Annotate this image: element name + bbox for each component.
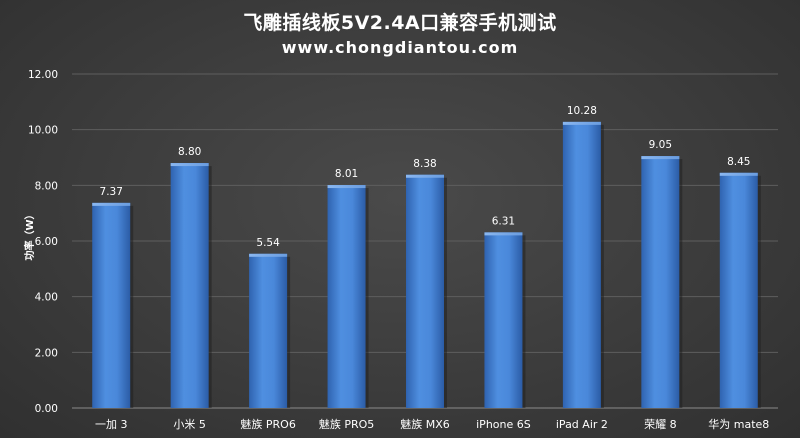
bar-top-highlight	[92, 202, 131, 206]
bar	[249, 253, 288, 408]
bar	[406, 174, 444, 408]
y-tick-label: 0.00	[35, 403, 58, 415]
x-tick-label: iPhone 6S	[476, 418, 531, 431]
bar-top-highlight	[641, 156, 680, 160]
bar	[719, 172, 758, 408]
y-tick-label: 2.00	[35, 347, 58, 359]
bar	[170, 163, 209, 408]
y-tick-label: 4.00	[35, 292, 58, 304]
bar	[562, 121, 601, 408]
data-label: 10.28	[567, 105, 597, 117]
data-label: 8.45	[727, 156, 750, 168]
y-tick-label: 12.00	[28, 69, 58, 81]
bar-top-highlight	[170, 163, 209, 167]
bar	[92, 202, 131, 408]
x-tick-label: 小米 5	[173, 418, 206, 431]
bar-top-highlight	[484, 232, 523, 236]
bar-top-highlight	[719, 172, 758, 176]
data-label: 8.01	[335, 168, 358, 180]
bar-top-highlight	[327, 185, 366, 189]
y-tick-label: 8.00	[35, 180, 58, 192]
chart-title: 飞雕插线板5V2.4A口兼容手机测试	[243, 12, 557, 34]
data-label: 5.54	[256, 237, 280, 249]
x-tick-label: 魅族 PRO6	[240, 417, 295, 431]
data-label: 6.31	[492, 215, 515, 227]
x-tick-label: 一加 3	[95, 418, 128, 431]
data-label: 9.05	[649, 139, 672, 151]
x-tick-label: 华为 mate8	[708, 417, 769, 431]
bar-top-highlight	[249, 253, 288, 257]
data-label: 8.80	[178, 146, 201, 158]
y-tick-label: 10.00	[28, 125, 58, 137]
x-tick-label: 魅族 MX6	[400, 417, 450, 431]
x-tick-label: 荣耀 8	[644, 418, 677, 431]
data-label: 8.38	[413, 158, 436, 170]
x-tick-label: iPad Air 2	[556, 418, 608, 431]
value-labels: 7.37 8.80 5.54 8.01 8.38 6.31 10.28 9.05 8.45	[100, 105, 751, 249]
bar-top-highlight	[406, 174, 444, 178]
bar	[484, 232, 523, 408]
y-tick-label: 6.00	[35, 236, 58, 248]
bars	[92, 121, 761, 408]
bar-top-highlight	[562, 121, 601, 125]
bar	[327, 185, 366, 408]
data-label: 7.37	[100, 186, 123, 198]
x-tick-label: 魅族 PRO5	[319, 417, 374, 431]
chart-subtitle: www.chongdiantou.com	[281, 38, 519, 57]
bar	[641, 156, 680, 408]
y-axis-ticks: 0.00 2.00 4.00 6.00 8.00 10.00 12.00	[28, 69, 58, 415]
x-axis-categories: 一加 3 小米 5 魅族 PRO6 魅族 PRO5 魅族 MX6 iPhone 6S iPa…	[95, 417, 769, 431]
